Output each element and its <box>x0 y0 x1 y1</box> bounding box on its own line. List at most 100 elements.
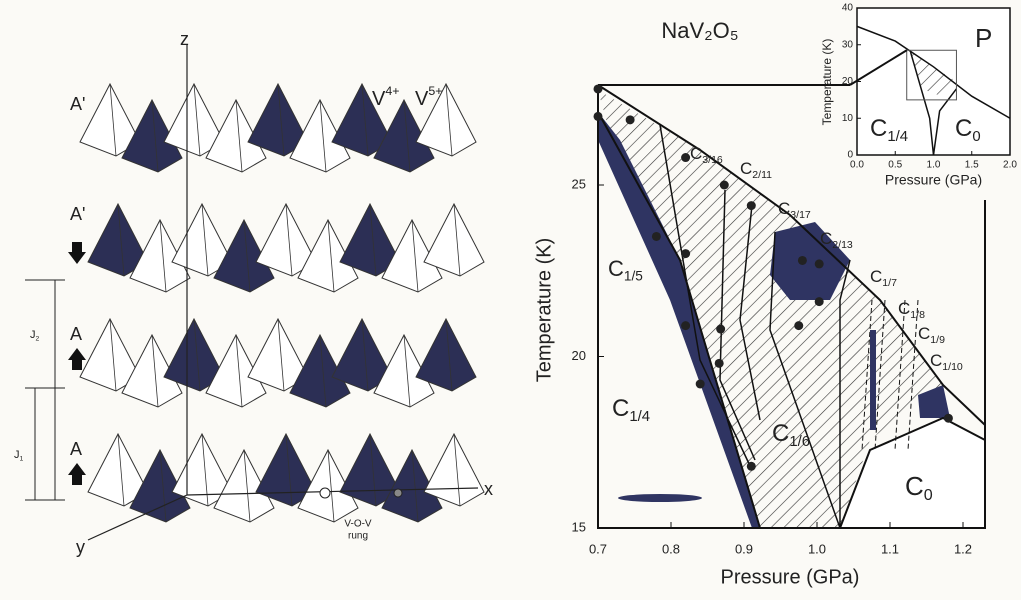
phase-label: C3/17 <box>778 199 811 220</box>
phase-label-sub: 2/13 <box>832 239 853 251</box>
phase-label-base: C <box>930 351 942 370</box>
data-point <box>594 84 603 93</box>
phase-label-base: C <box>772 420 789 447</box>
x-axis-label: Pressure (GPa) <box>721 566 860 588</box>
phase-label-base: C <box>870 115 887 142</box>
coupling-label-sub: 2 <box>36 335 40 342</box>
axis-label: y <box>76 537 85 557</box>
data-point <box>715 359 724 368</box>
pyramid <box>424 434 484 506</box>
layer-label: A <box>70 324 82 344</box>
data-point <box>815 297 824 306</box>
phase-label-sub: 0 <box>924 486 933 504</box>
ion-label-sup: 4+ <box>385 84 399 98</box>
phase-label-sub: 3/16 <box>702 154 723 166</box>
x-tick-label: 0.8 <box>662 541 680 556</box>
phase-label-sub: 1/7 <box>882 277 897 289</box>
dark-strip <box>870 330 876 430</box>
phase-label: C1/7 <box>870 267 897 288</box>
ion-label-sup: 5+ <box>428 84 442 98</box>
data-point <box>681 249 690 258</box>
phase-label: C2/11 <box>740 159 772 180</box>
coupling-label: J2 <box>30 329 40 342</box>
inset-diagram: 0.0 0.5 1.0 1.5 2.0 0 10 20 30 40 Pressure (GPa) Te… <box>820 3 1017 188</box>
phase-label: C1/9 <box>918 324 945 345</box>
rung-label: rung <box>348 531 368 542</box>
data-point <box>798 256 807 265</box>
x-tick-label: 0.0 <box>850 160 864 171</box>
phase-label-base: C <box>955 115 972 142</box>
data-point <box>594 112 603 121</box>
phase-label-base: C <box>820 229 832 248</box>
layer-arrow <box>68 242 86 264</box>
axis-label: x <box>484 479 493 499</box>
data-point <box>794 321 803 330</box>
phase-label: C1/5 <box>608 256 643 283</box>
data-point <box>720 181 729 190</box>
coupling-label: J1 <box>14 449 24 462</box>
phase-label-sub: 1/5 <box>624 268 643 283</box>
x-tick-label: 2.0 <box>1003 160 1017 171</box>
data-point <box>652 232 661 241</box>
phase-label-sub: 1/4 <box>629 409 650 425</box>
phase-label-sub: 3/17 <box>790 209 811 221</box>
x-tick-label: 0.5 <box>888 160 902 171</box>
pyramid <box>416 319 476 391</box>
x-tick-label: 1.0 <box>927 160 941 171</box>
y-tick-label: 30 <box>842 39 854 50</box>
phase-label: C1/8 <box>898 299 925 320</box>
axis-label: z <box>180 29 189 49</box>
x-tick-label: 0.9 <box>735 541 753 556</box>
resolution-ellipse <box>618 494 702 502</box>
layer-label: A' <box>70 204 85 224</box>
layer-label: A <box>70 439 82 459</box>
ion-label-base: V <box>415 88 429 110</box>
x-tick-label: 1.2 <box>954 541 972 556</box>
crystal-structure: zxyA'A'AAV4+V5+J2J1V-O-Vrung <box>14 29 493 557</box>
data-point <box>815 259 824 268</box>
y-axis-label: Temperature (K) <box>820 39 834 126</box>
phase-label-base: C <box>690 144 702 163</box>
phase-label-sub: 2/11 <box>752 169 772 181</box>
y-tick-label: 40 <box>842 3 854 14</box>
coupling-label-sub: 1 <box>20 455 24 462</box>
phase-label-base: C <box>612 395 629 422</box>
x-axis-label: Pressure (GPa) <box>885 172 982 188</box>
y-axis-label: Temperature (K) <box>533 238 555 383</box>
data-point <box>944 414 953 423</box>
y-tick-label: 20 <box>842 76 854 87</box>
pyramid <box>424 204 484 276</box>
phase-label-base: C <box>898 299 910 318</box>
y-tick-label: 15 <box>572 519 586 534</box>
data-point <box>747 462 756 471</box>
y-tick-label: 10 <box>842 113 854 124</box>
phase-label-base: C <box>870 267 882 286</box>
phase-label-base: C <box>740 159 752 178</box>
data-point <box>626 115 635 124</box>
phase-label-sub: 0 <box>972 129 980 145</box>
ion-label-base: V <box>372 88 386 110</box>
rung-atom <box>320 488 330 498</box>
phase-label-base: P <box>975 23 992 53</box>
phase-label: C2/13 <box>820 229 853 250</box>
phase-label: C1/4 <box>612 395 650 425</box>
phase-label-sub: 1/4 <box>887 129 908 145</box>
data-point <box>681 321 690 330</box>
data-point <box>681 153 690 162</box>
ion-label: V4+ <box>372 84 399 110</box>
y-tick-label: 0 <box>847 150 853 161</box>
figure: zxyA'A'AAV4+V5+J2J1V-O-Vrung 0.70.80.91.… <box>0 0 1021 600</box>
rung-atom <box>394 489 402 497</box>
phase-label-base: C <box>608 256 624 281</box>
layer-arrow <box>68 348 86 370</box>
data-point <box>747 201 756 210</box>
phase-label-base: C <box>905 471 924 501</box>
x-tick-label: 1.0 <box>808 541 826 556</box>
phase-label: P <box>975 23 992 53</box>
layer-arrow <box>68 463 86 485</box>
data-point <box>696 379 705 388</box>
phase-label-base: C <box>918 324 930 343</box>
x-tick-label: 1.1 <box>881 541 899 556</box>
phase-label: C1/10 <box>930 351 963 372</box>
x-tick-label: 1.5 <box>965 160 979 171</box>
